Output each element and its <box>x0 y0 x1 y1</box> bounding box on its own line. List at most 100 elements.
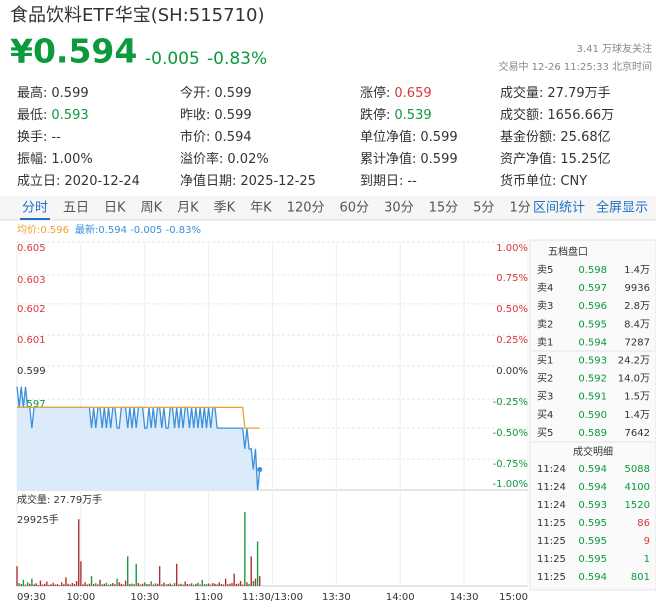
last-point <box>257 467 263 473</box>
volume-bar <box>118 582 120 586</box>
stat: 跌停: 0.539 <box>360 107 432 123</box>
trade-price: 0.594 <box>578 572 607 583</box>
ob-label: 买4 <box>537 409 553 421</box>
tab[interactable]: 分时 <box>22 201 48 216</box>
volume-bar <box>120 583 123 586</box>
volume-bar <box>137 583 140 586</box>
tab[interactable]: 周K <box>141 201 163 216</box>
volume-bar <box>107 584 110 586</box>
y-tick-label: 0.597 <box>17 399 46 410</box>
stat-value: 0.599 <box>214 86 251 101</box>
volume-bar <box>207 583 210 586</box>
tab[interactable]: 1分 <box>509 201 530 216</box>
stat-value: 2020-12-24 <box>64 174 140 189</box>
volume-bar <box>50 584 52 586</box>
tab[interactable]: 季K <box>214 201 236 216</box>
stat-label: 今开: <box>180 85 210 101</box>
volume-bar <box>63 584 65 586</box>
tab[interactable]: 120分 <box>287 201 325 216</box>
y-tick-label: 0.605 <box>17 243 46 254</box>
volume-bar <box>182 584 184 586</box>
volume-bar <box>109 584 112 586</box>
tab[interactable]: 5分 <box>473 201 494 216</box>
stat-value: 0.599 <box>214 108 251 123</box>
stat-label: 最高: <box>17 85 47 101</box>
tab[interactable]: 15分 <box>429 201 459 216</box>
volume-bar <box>92 584 95 586</box>
ob-label: 买1 <box>537 355 553 367</box>
volume-bar <box>237 583 240 586</box>
volume-bar <box>54 584 57 586</box>
x-tick-label: 15:00 <box>499 592 528 603</box>
trade-volume: 801 <box>631 572 650 583</box>
stat-label: 成立日: <box>17 174 60 189</box>
volume-bar <box>65 577 67 586</box>
followers[interactable]: 3.41 万球友关注 <box>577 42 652 55</box>
tab[interactable]: 日K <box>104 201 126 216</box>
volume-bar <box>169 583 171 586</box>
trade-volume: 9 <box>644 536 650 547</box>
legend-avg: 均价:0.596 <box>17 224 69 236</box>
volume-bar <box>37 585 39 586</box>
volume-bar <box>35 583 37 586</box>
stat-value: 2025-12-25 <box>240 174 316 189</box>
stat-value: 0.599 <box>51 86 88 101</box>
stat-value: 0.599 <box>420 130 457 145</box>
ob-price: 0.598 <box>578 265 607 276</box>
volume-bar <box>127 556 129 586</box>
ob-label: 卖1 <box>537 336 553 348</box>
volume-bar <box>148 584 150 586</box>
stat-value: -- <box>407 174 417 189</box>
volume-bar <box>218 582 220 586</box>
stat: 成交额: 1656.66万 <box>500 107 614 123</box>
x-tick-label: 10:00 <box>66 592 95 603</box>
ob-label: 卖5 <box>537 264 553 276</box>
volume-bar <box>154 583 157 586</box>
volume-bar <box>250 556 252 586</box>
volume-bar <box>105 582 108 586</box>
title: 食品饮料ETF华宝(SH:515710) <box>10 5 265 26</box>
volume-bar <box>141 583 144 586</box>
volume-bar <box>163 582 165 586</box>
tab-link[interactable]: 区间统计 <box>533 201 585 216</box>
stat-label: 最低: <box>17 108 47 123</box>
volume-bar <box>139 584 142 586</box>
stat-label: 溢价率: <box>180 151 223 167</box>
volume-bar <box>188 584 191 586</box>
stat-value: CNY <box>560 174 587 189</box>
trade-time: 11:24 <box>537 464 566 475</box>
y2-tick-label: 0.00% <box>496 366 528 377</box>
volume-bar <box>58 585 61 586</box>
tab[interactable]: 月K <box>177 201 199 216</box>
tab-link[interactable]: 全屏显示 <box>596 200 648 216</box>
stat-value: 0.539 <box>394 108 431 123</box>
stat-label: 跌停: <box>360 107 390 123</box>
volume-bar <box>235 584 238 586</box>
price: ¥0.594 <box>10 32 137 71</box>
tab[interactable]: 五日 <box>63 201 89 216</box>
x-tick-label: 09:30 <box>17 592 46 603</box>
side-panel <box>529 239 656 591</box>
order-book-title: 五档盘口 <box>548 245 588 258</box>
y2-tick-label: -0.75% <box>493 459 528 470</box>
stat: 最低: 0.593 <box>17 108 89 123</box>
ob-label: 卖4 <box>537 282 553 294</box>
ob-label: 买5 <box>537 427 553 439</box>
tab[interactable]: 年K <box>250 201 272 216</box>
volume-bar <box>97 584 99 586</box>
y-tick-label: 0.601 <box>17 335 46 346</box>
y2-tick-label: 0.25% <box>496 335 528 346</box>
trade-volume: 86 <box>637 518 650 529</box>
volume-bar <box>56 584 59 586</box>
volume-bar <box>129 584 131 586</box>
tab[interactable]: 30分 <box>384 201 414 216</box>
tab[interactable]: 60分 <box>340 201 370 216</box>
stat: 基金份额: 25.68亿 <box>500 129 611 145</box>
trade-volume: 1520 <box>625 500 650 511</box>
stat: 溢价率: 0.02% <box>180 151 269 167</box>
stat-label: 市价: <box>180 129 210 145</box>
volume-bar <box>229 583 231 586</box>
stat-value: 1.00% <box>51 152 92 167</box>
stat-value: 15.25亿 <box>560 152 610 167</box>
